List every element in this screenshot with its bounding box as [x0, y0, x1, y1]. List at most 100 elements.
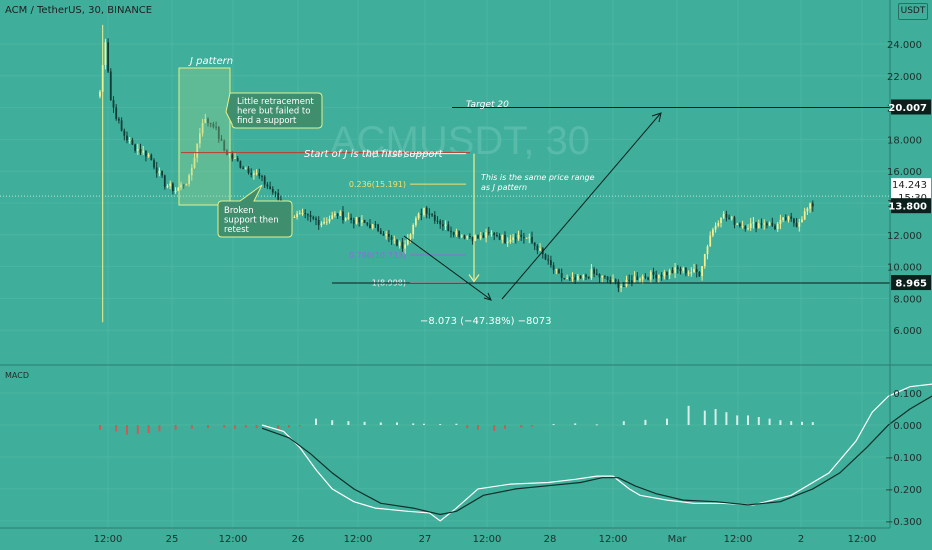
signal-line	[261, 395, 932, 516]
candle-body	[631, 280, 633, 283]
up-arrow	[501, 113, 661, 300]
candle-body	[271, 188, 274, 193]
macd-pane	[99, 383, 932, 522]
candle-body	[301, 213, 304, 215]
down-arrow	[403, 235, 491, 300]
price-tick-label: 24.000	[887, 40, 922, 51]
candle-body	[682, 267, 685, 272]
macd-histogram-bar	[779, 420, 782, 425]
candle-body	[207, 118, 209, 124]
candle-body	[382, 233, 385, 236]
candle-body	[398, 242, 401, 246]
candle-body	[190, 167, 193, 176]
fib-level-label: 0.786(10.733)	[349, 251, 406, 260]
candle-body	[485, 232, 487, 238]
candle-body	[660, 275, 663, 277]
candle-body	[355, 217, 358, 224]
candle-body	[126, 135, 128, 141]
candle-body	[385, 233, 388, 236]
support-price-tag: 8.965	[895, 279, 927, 290]
macd-histogram-bar	[736, 415, 739, 425]
macd-histogram-bar	[520, 425, 523, 428]
range-arrow-head	[468, 274, 480, 283]
macd-histogram-bar	[266, 425, 269, 427]
symbol-title: ACM / TetherUS, 30, BINANCE	[5, 5, 153, 16]
fib-level-label: 0.236(15.191)	[349, 180, 406, 189]
time-tick-label: 12:00	[344, 534, 373, 545]
candle-body	[371, 224, 374, 229]
candle-body	[312, 216, 315, 219]
macd-histogram-bar	[477, 425, 479, 430]
macd-histogram-bar	[396, 422, 398, 425]
candle-body	[687, 272, 690, 274]
j-pattern-box	[178, 67, 231, 206]
candle-body	[598, 274, 601, 278]
macd-histogram-bar	[714, 409, 717, 425]
candle-body	[558, 269, 560, 274]
candle-body	[649, 271, 652, 280]
candle-body	[663, 272, 666, 277]
candle-body	[784, 217, 787, 220]
candle-body	[620, 285, 622, 288]
candle-body	[701, 266, 703, 277]
macd-histogram-bar	[331, 420, 334, 425]
candle-body	[658, 275, 660, 279]
candle-body	[201, 123, 204, 134]
candle-body	[452, 232, 455, 235]
candle-body	[617, 281, 620, 288]
candle-body	[774, 225, 776, 229]
candle-body	[536, 245, 539, 251]
macd-histogram-bar	[234, 425, 236, 429]
candle-body	[639, 279, 641, 281]
candle-body	[242, 167, 244, 169]
candle-body	[304, 213, 307, 215]
macd-tick-label: −0.300	[885, 517, 922, 528]
start-of-j-label: Start of J is the first support	[304, 149, 444, 160]
candle-body	[722, 213, 725, 218]
macd-histogram-bar	[703, 410, 706, 425]
macd-histogram-bar	[223, 425, 226, 428]
price-tick-label: 22.000	[887, 72, 922, 83]
candle-body	[717, 223, 720, 226]
candle-body	[752, 222, 755, 224]
candle-body	[450, 231, 452, 233]
candle-body	[244, 168, 247, 170]
candle-body	[517, 234, 520, 239]
candle-body	[520, 234, 523, 237]
candle-body	[795, 223, 798, 227]
annotations: J pattern Start of J is the first support…	[178, 56, 890, 327]
candle-body	[706, 246, 709, 255]
candle-body	[760, 223, 763, 225]
currency-button[interactable]: USDT	[898, 3, 928, 20]
time-tick-label: 2	[798, 534, 804, 545]
candle-body	[477, 235, 479, 239]
candle-body	[169, 183, 172, 186]
candle-body	[725, 213, 728, 218]
candle-body	[544, 254, 547, 260]
candle-body	[490, 232, 493, 234]
candle-body	[579, 275, 582, 279]
same-range-label: as J pattern	[481, 183, 527, 192]
candle-body	[747, 228, 749, 230]
candle-body	[801, 219, 803, 223]
candle-body	[139, 148, 142, 153]
j-pattern-label: J pattern	[188, 56, 233, 67]
candle-body	[379, 230, 382, 234]
macd-histogram-bar	[115, 425, 118, 432]
time-tick-label: 27	[419, 534, 432, 545]
candle-body	[396, 239, 398, 246]
candle-body	[269, 186, 271, 189]
candle-body	[668, 270, 671, 276]
candle-body	[509, 239, 512, 242]
candle-body	[393, 239, 396, 241]
price-tick-label: 8.000	[893, 294, 922, 305]
macd-histogram-bar	[644, 419, 647, 425]
candle-body	[123, 130, 126, 136]
time-tick-label: 12:00	[473, 534, 502, 545]
candle-body	[714, 225, 717, 230]
candle-body	[374, 224, 377, 226]
time-tick-label: 25	[166, 534, 179, 545]
candle-body	[366, 222, 369, 225]
candle-body	[811, 203, 814, 207]
